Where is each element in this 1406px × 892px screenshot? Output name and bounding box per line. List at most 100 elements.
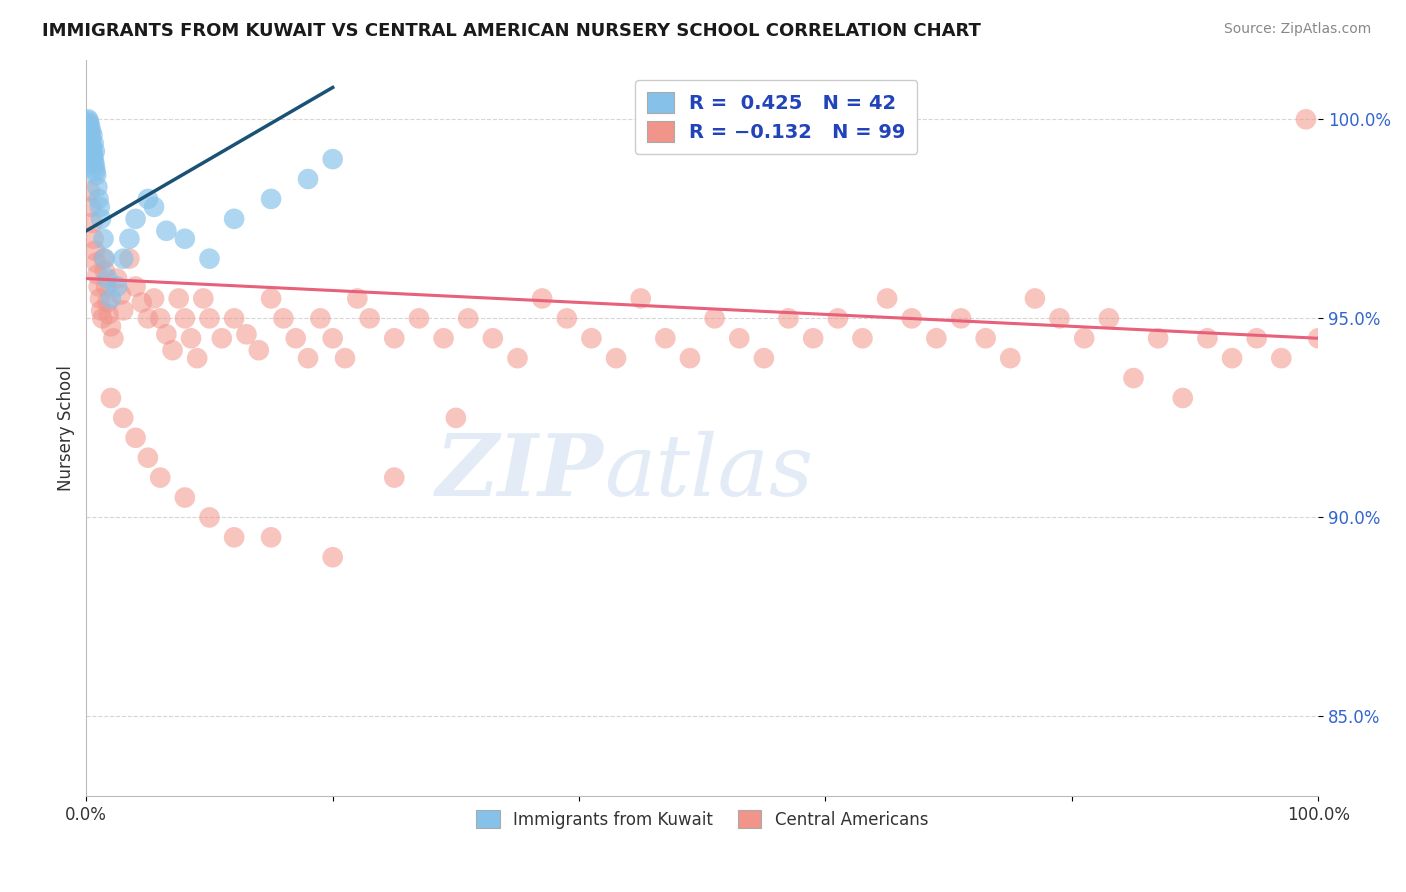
- Point: [105, 271, 128, 285]
- Point: [83, 136, 105, 151]
- Point: [82, 144, 104, 158]
- Point: [457, 311, 479, 326]
- Point: [155, 327, 177, 342]
- Point: [581, 331, 603, 345]
- Point: [322, 550, 344, 565]
- Point: [86, 180, 108, 194]
- Point: [89, 292, 111, 306]
- Point: [224, 211, 246, 226]
- Point: [273, 311, 295, 326]
- Text: ZIP: ZIP: [436, 430, 603, 514]
- Point: [77, 120, 100, 135]
- Point: [1308, 331, 1330, 345]
- Point: [1049, 311, 1071, 326]
- Point: [84, 255, 107, 269]
- Point: [82, 148, 104, 162]
- Point: [1122, 371, 1144, 385]
- Point: [84, 160, 107, 174]
- Point: [136, 450, 159, 465]
- Point: [76, 116, 98, 130]
- Point: [124, 279, 146, 293]
- Point: [83, 152, 105, 166]
- Point: [1073, 331, 1095, 345]
- Point: [94, 263, 117, 277]
- Point: [801, 331, 824, 345]
- Text: Source: ZipAtlas.com: Source: ZipAtlas.com: [1223, 22, 1371, 37]
- Point: [96, 271, 118, 285]
- Point: [531, 292, 554, 306]
- Point: [100, 391, 122, 405]
- Point: [112, 303, 135, 318]
- Point: [432, 331, 454, 345]
- Point: [118, 252, 141, 266]
- Point: [143, 200, 166, 214]
- Point: [103, 331, 125, 345]
- Point: [827, 311, 849, 326]
- Point: [297, 351, 319, 366]
- Legend: Immigrants from Kuwait, Central Americans: Immigrants from Kuwait, Central American…: [470, 804, 935, 836]
- Point: [173, 232, 195, 246]
- Point: [79, 118, 101, 132]
- Point: [173, 311, 195, 326]
- Point: [654, 331, 676, 345]
- Point: [260, 192, 283, 206]
- Point: [97, 307, 120, 321]
- Point: [186, 351, 208, 366]
- Point: [506, 351, 529, 366]
- Y-axis label: Nursery School: Nursery School: [58, 365, 75, 491]
- Point: [105, 279, 128, 293]
- Point: [309, 311, 332, 326]
- Point: [124, 431, 146, 445]
- Point: [851, 331, 873, 345]
- Point: [728, 331, 751, 345]
- Point: [94, 279, 117, 293]
- Point: [100, 292, 122, 306]
- Point: [77, 112, 100, 127]
- Point: [162, 343, 184, 358]
- Point: [155, 224, 177, 238]
- Point: [84, 164, 107, 178]
- Point: [80, 136, 103, 151]
- Point: [605, 351, 627, 366]
- Point: [247, 343, 270, 358]
- Point: [83, 156, 105, 170]
- Point: [703, 311, 725, 326]
- Point: [322, 331, 344, 345]
- Point: [79, 124, 101, 138]
- Point: [679, 351, 702, 366]
- Point: [297, 172, 319, 186]
- Point: [198, 510, 221, 524]
- Point: [198, 311, 221, 326]
- Point: [260, 530, 283, 544]
- Point: [149, 470, 172, 484]
- Point: [752, 351, 775, 366]
- Point: [1098, 311, 1121, 326]
- Point: [89, 200, 111, 214]
- Point: [555, 311, 578, 326]
- Point: [950, 311, 973, 326]
- Point: [382, 470, 405, 484]
- Point: [118, 232, 141, 246]
- Point: [359, 311, 381, 326]
- Point: [876, 292, 898, 306]
- Point: [82, 128, 104, 143]
- Point: [83, 232, 105, 246]
- Point: [1024, 292, 1046, 306]
- Point: [224, 530, 246, 544]
- Point: [346, 292, 368, 306]
- Point: [112, 410, 135, 425]
- Point: [131, 295, 153, 310]
- Point: [173, 491, 195, 505]
- Point: [260, 292, 283, 306]
- Point: [235, 327, 257, 342]
- Point: [925, 331, 948, 345]
- Point: [1171, 391, 1194, 405]
- Point: [382, 331, 405, 345]
- Point: [90, 303, 112, 318]
- Point: [1197, 331, 1219, 345]
- Point: [408, 311, 430, 326]
- Text: IMMIGRANTS FROM KUWAIT VS CENTRAL AMERICAN NURSERY SCHOOL CORRELATION CHART: IMMIGRANTS FROM KUWAIT VS CENTRAL AMERIC…: [42, 22, 981, 40]
- Point: [974, 331, 997, 345]
- Point: [79, 132, 101, 146]
- Point: [778, 311, 800, 326]
